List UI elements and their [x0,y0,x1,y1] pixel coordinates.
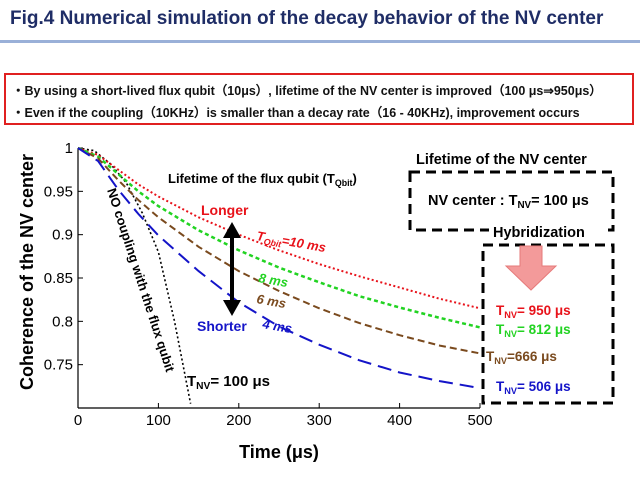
x-tick-label: 0 [74,412,82,429]
flux-lifetime-legend-title: Lifetime of the flux qubit (TQbit) [168,171,357,188]
shorter-label: Shorter [197,318,247,334]
down-arrow-icon [504,245,558,291]
chart-series [77,146,481,404]
y-tick-label: 0.95 [44,183,73,200]
x-axis-label: Time (μs) [239,442,319,462]
y-tick-label: 1 [65,140,73,157]
longer-label: Longer [201,202,249,218]
x-tick-label: 300 [307,412,332,429]
arrow-down-head [223,300,241,316]
panel-title: Lifetime of the NV center [416,152,587,168]
hybrid-lifetime-result: TNV= 812 μs [496,322,571,339]
x-tick-label: 200 [226,412,251,429]
y-axis-label: Coherence of the NV center [17,154,37,390]
hybridization-box [481,243,615,405]
side-panel: Lifetime of the NV center NV center : TNV… [408,152,615,405]
y-tick-label: 0.75 [44,357,73,374]
summary-bullet-2: ・Even if the coupling（10KHz）is smaller t… [12,106,580,120]
series-label-6ms: 6 ms [255,291,287,311]
hybridization-bg [489,219,605,245]
series-label-10ms: TQbit=10 ms [255,228,327,257]
series-line [77,147,481,310]
title-divider [0,40,640,43]
nv-center-value: NV center : TNV= 100 μs [428,193,589,211]
series-label-4ms: 4 ms [260,316,293,336]
series-line [77,147,192,404]
arrow-up-head [223,222,241,238]
hybrid-lifetime-result: TNV=666 μs [486,349,557,366]
series-label-8ms: 8 ms [257,270,289,290]
series-line [77,146,481,329]
y-tick-label: 0.9 [52,227,73,244]
summary-bullet-1: ・By using a short-lived flux qubit（10μs）… [12,84,602,98]
hybridization-label: Hybridization [493,225,585,241]
hybrid-lifetime-result: TNV= 506 μs [496,379,571,396]
chart-annotations: Lifetime of the flux qubit (TQbit) Longer… [104,171,357,392]
nv-center-box [408,170,615,232]
summary-box: ・By using a short-lived flux qubit（10μs）… [4,73,634,125]
x-tick-label: 100 [146,412,171,429]
tnv-baseline-label: TNV= 100 μs [187,373,270,392]
no-coupling-label: NO coupling with the flux qubit [104,186,178,374]
hybrid-lifetime-result: TNV= 950 μs [496,303,571,320]
x-tick-label: 400 [387,412,412,429]
figure-title: Fig.4 Numerical simulation of the decay … [10,8,604,29]
series-line [77,147,481,355]
y-tick-label: 0.8 [52,313,73,330]
chart-axes: 0 100 200 300 400 500 1 0.95 0.9 0.85 0.8 0.75 Time … [17,140,493,462]
x-tick-label: 500 [467,412,492,429]
y-tick-label: 0.85 [44,270,73,287]
series-line [77,147,481,390]
